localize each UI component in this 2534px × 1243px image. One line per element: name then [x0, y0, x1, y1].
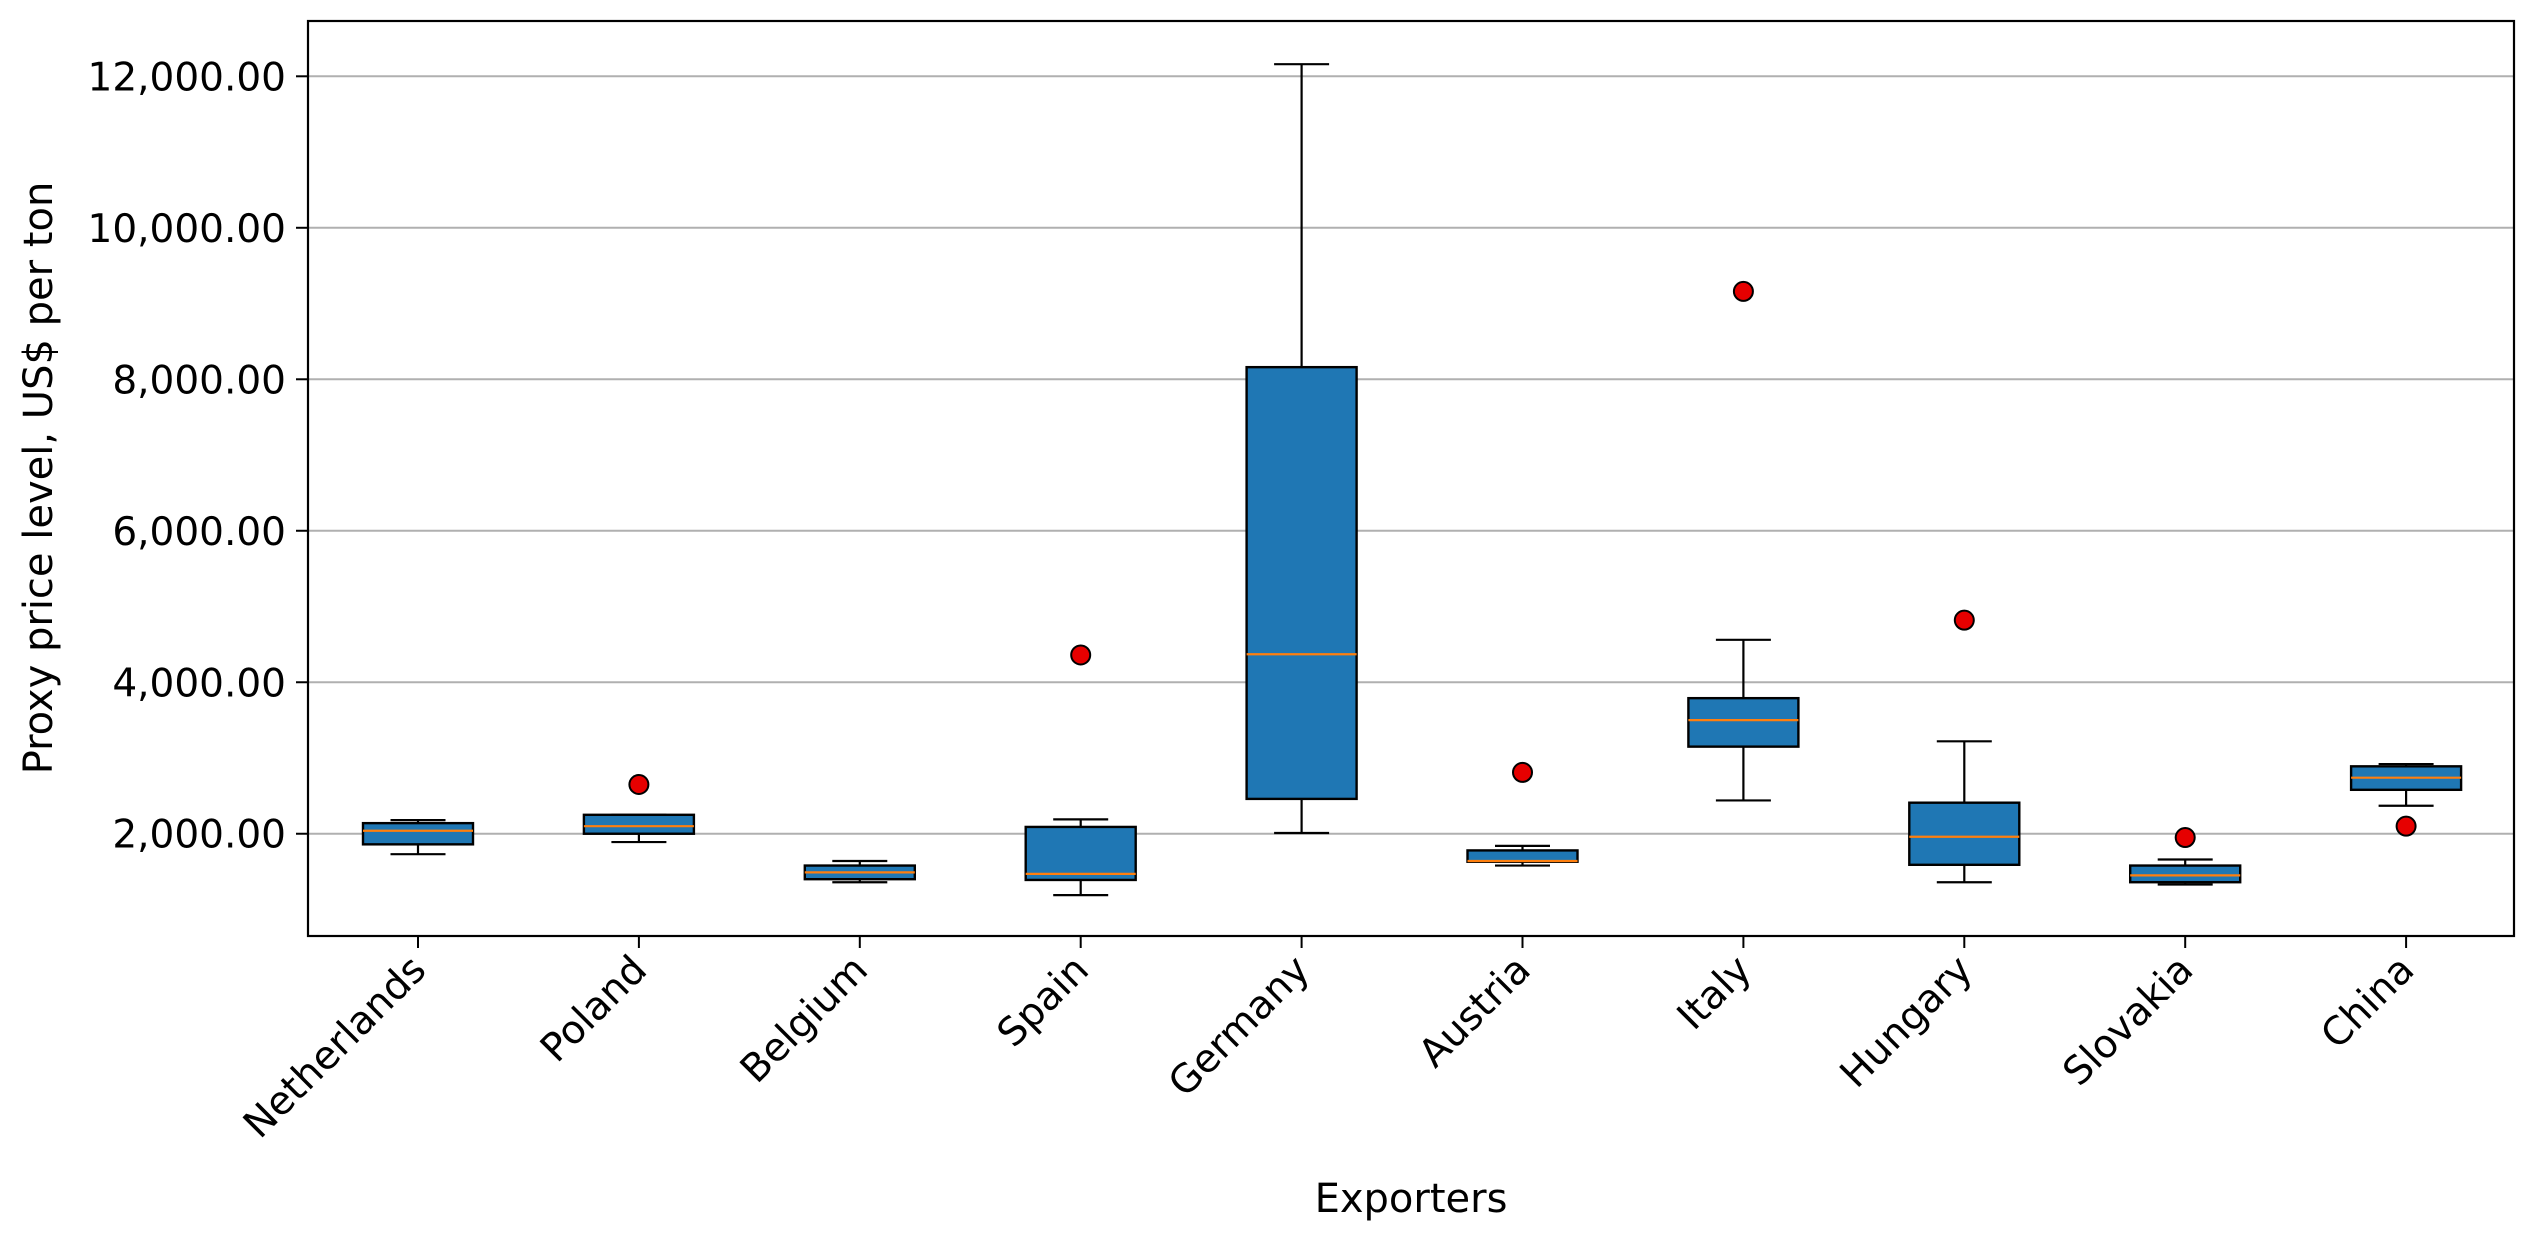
y-axis-label: Proxy price level, US$ per ton [16, 182, 62, 775]
y-tick-label: 2,000.00 [112, 813, 286, 858]
x-axis-label: Exporters [1315, 1176, 1508, 1222]
outlier-point [1953, 609, 1975, 631]
outlier-point [2395, 815, 2417, 837]
iqr-box [582, 813, 696, 835]
y-tick-label: 8,000.00 [112, 358, 286, 403]
y-tick-label: 4,000.00 [112, 661, 286, 706]
box-hungary [1908, 609, 2021, 884]
boxes [361, 63, 2463, 897]
outlier-point [1512, 761, 1533, 783]
y-tick-label: 10,000.00 [88, 207, 287, 252]
box-china [2349, 762, 2463, 837]
y-axis-ticks: 2,000.00 4,000.00 6,000.00 8,000.00 10,000.0… [88, 55, 308, 858]
iqr-box [2128, 864, 2242, 884]
box-germany [1245, 63, 1358, 835]
box-slovakia [2128, 827, 2242, 886]
iqr-box [361, 821, 475, 846]
box-spain [1024, 644, 1137, 897]
iqr-box [1908, 801, 2021, 866]
box-austria [1466, 761, 1579, 867]
box-belgium [803, 859, 916, 884]
iqr-box [1687, 696, 1800, 748]
box-italy [1687, 280, 1800, 802]
outlier-point [1732, 280, 1754, 302]
outlier-point [2174, 827, 2196, 849]
iqr-box [1024, 825, 1137, 882]
iqr-box [1245, 365, 1358, 801]
y-tick-label: 12,000.00 [88, 55, 287, 100]
y-tick-label: 6,000.00 [112, 510, 286, 555]
outlier-point [628, 774, 650, 796]
outlier-point [1070, 644, 1092, 666]
box-netherlands [361, 819, 475, 856]
plot-frame [306, 19, 2516, 938]
box-poland [582, 774, 696, 844]
